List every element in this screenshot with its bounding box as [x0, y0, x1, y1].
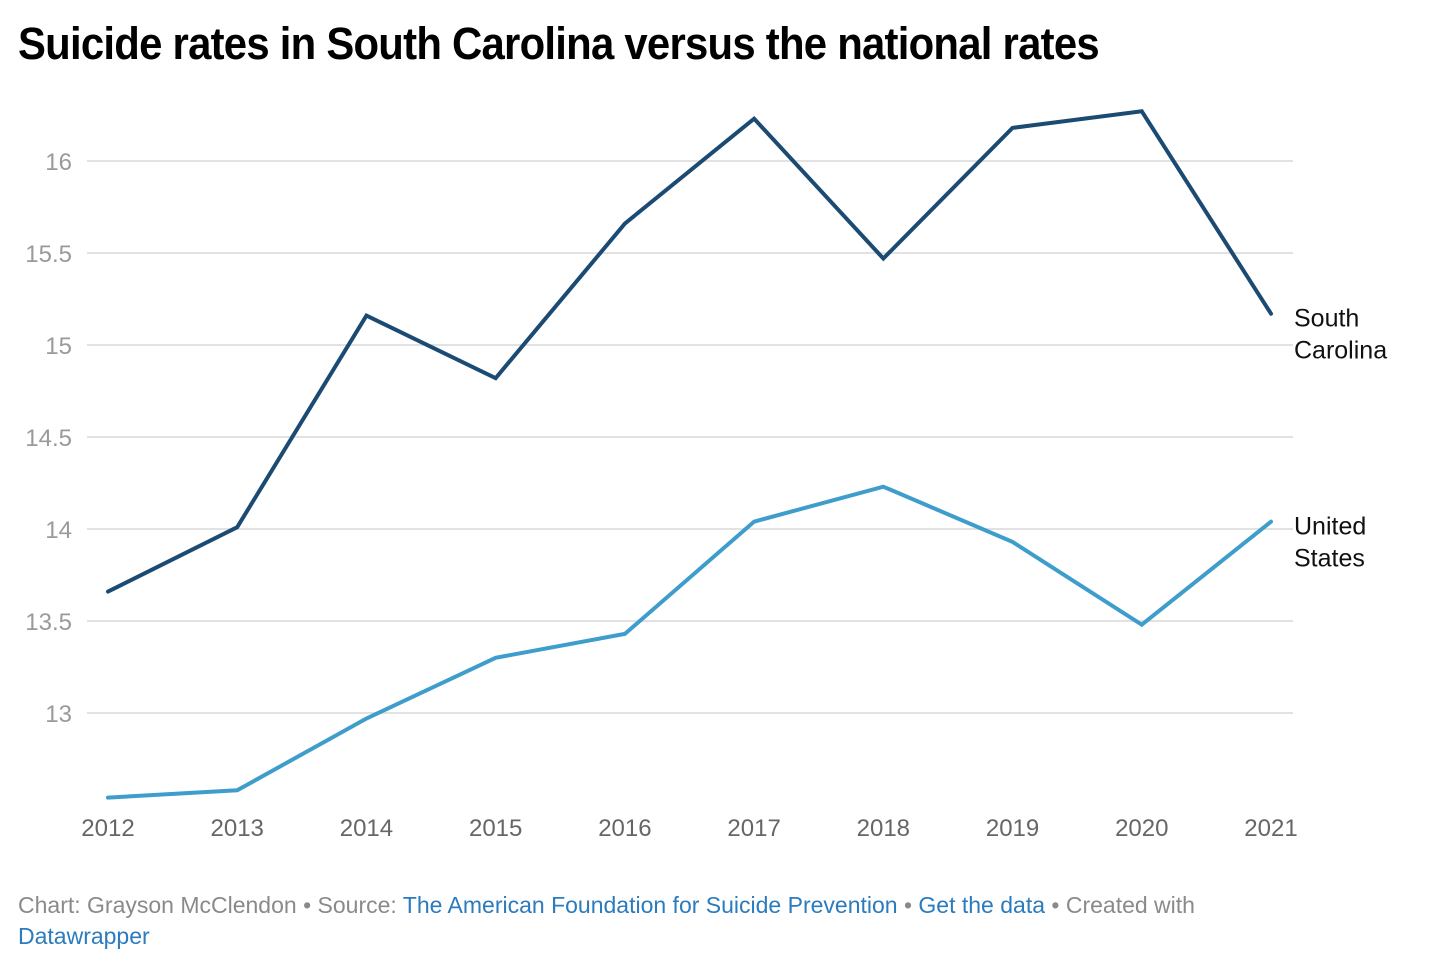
- series-label-united-states: United: [1294, 513, 1366, 541]
- source-link[interactable]: The American Foundation for Suicide Prev…: [402, 892, 898, 918]
- x-tick-label: 2016: [598, 815, 651, 842]
- created-with-text: Created with: [1065, 892, 1195, 918]
- x-tick-label: 2012: [81, 815, 134, 842]
- x-tick-label: 2018: [857, 815, 910, 842]
- datawrapper-link[interactable]: Datawrapper: [18, 923, 150, 949]
- x-tick-label: 2020: [1115, 815, 1168, 842]
- chart-footer: Chart: Grayson McClendon • Source: The A…: [18, 890, 1348, 952]
- x-tick-label: 2013: [211, 815, 264, 842]
- series-label-south-carolina: Carolina: [1294, 337, 1387, 365]
- series-line-south-carolina: [106, 109, 1273, 594]
- series-label-united-states: States: [1294, 545, 1365, 573]
- series-label-south-carolina: South: [1294, 305, 1359, 333]
- separator: •: [897, 892, 919, 918]
- x-tick-label: 2015: [469, 815, 522, 842]
- gridlines: [87, 160, 1293, 714]
- x-tick-label: 2019: [986, 815, 1039, 842]
- x-tick-label: 2017: [727, 815, 780, 842]
- y-axis-ticks: 13 13.5 14 14.5 15 15.5 16: [25, 149, 72, 728]
- x-tick-label: 2014: [340, 815, 393, 842]
- credit-author: Grayson McClendon: [87, 892, 297, 918]
- series-line-united-states: [106, 484, 1273, 800]
- y-tick-label: 15: [45, 333, 72, 360]
- y-tick-label: 13.5: [25, 609, 72, 636]
- x-tick-label: 2021: [1244, 815, 1297, 842]
- x-axis-ticks: 2012 2013 2014 2015 2016 2017 2018 2019 2020 2021: [81, 815, 1297, 842]
- source-prefix: Source:: [317, 892, 403, 918]
- y-tick-label: 14.5: [25, 425, 72, 452]
- credit-prefix: Chart:: [18, 892, 88, 918]
- y-tick-label: 15.5: [25, 241, 72, 268]
- separator: •: [296, 892, 318, 918]
- separator: •: [1045, 892, 1066, 918]
- series-lines: [106, 109, 1273, 800]
- y-tick-label: 13: [45, 701, 72, 728]
- y-tick-label: 14: [45, 517, 72, 544]
- chart-title: Suicide rates in South Carolina versus t…: [18, 18, 1100, 69]
- series-labels: South Carolina United States: [1294, 305, 1387, 573]
- y-tick-label: 16: [45, 149, 72, 176]
- get-data-link[interactable]: Get the data: [918, 892, 1045, 918]
